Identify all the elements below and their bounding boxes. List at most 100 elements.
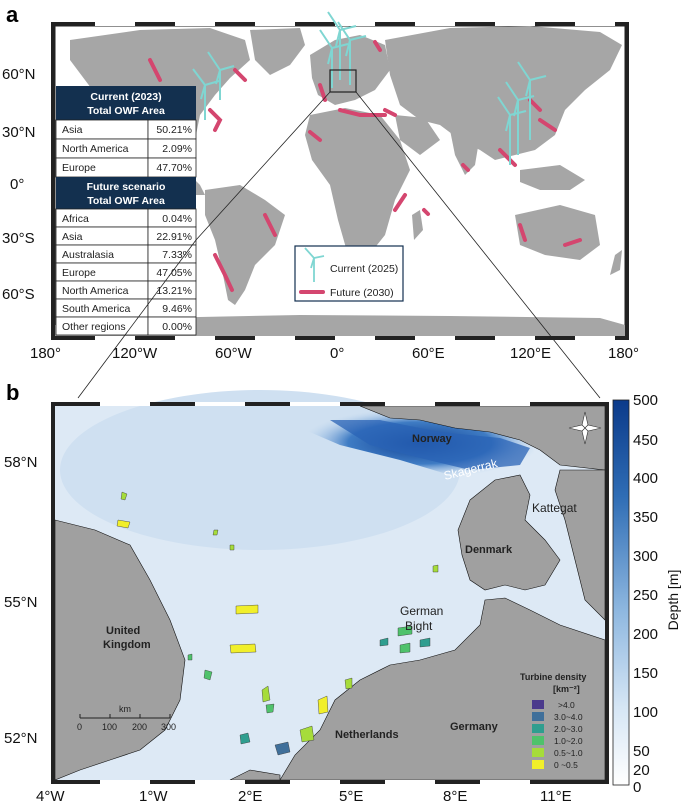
table-value: 13.21% — [156, 285, 192, 297]
lat-tick: 52°N — [4, 730, 38, 747]
map-b-frame — [51, 402, 609, 784]
density-swatch — [532, 736, 544, 745]
table-value: 47.05% — [156, 267, 192, 279]
north-arrow-icon — [568, 411, 602, 445]
legend-current-label: Current (2025) — [330, 263, 398, 275]
world-land — [55, 26, 625, 336]
current-owf-table: Current (2023) Total OWF Area Asia 50.21… — [55, 86, 197, 178]
density-label: 0.5~1.0 — [554, 748, 583, 758]
turbine-legend-icon — [304, 247, 325, 282]
table-region: Other regions — [62, 321, 126, 333]
lat-tick: 60°N — [2, 66, 36, 83]
lon-tick: 0° — [330, 345, 344, 362]
label-kattegat: Kattegat — [532, 501, 577, 515]
table-region: Asia — [62, 124, 83, 136]
future-table-title-2: Total OWF Area — [87, 195, 165, 207]
world-map — [51, 11, 629, 340]
table-region: Europe — [62, 267, 96, 279]
lat-tick: 30°S — [2, 230, 35, 247]
future-owf-areas — [148, 40, 582, 292]
colorbar-tick: 200 — [633, 626, 658, 643]
scale-bar: km 0 100 200 300 — [77, 704, 176, 732]
colorbar-tick: 150 — [633, 665, 658, 682]
table-value: 9.46% — [162, 303, 192, 315]
scalebar-tick: 300 — [161, 722, 176, 732]
lon-tick: 180° — [608, 345, 639, 362]
lon-tick: 5°E — [339, 788, 363, 805]
density-swatch — [532, 748, 544, 757]
map-b-lat-ticks: 58°N 55°N 52°N — [4, 454, 38, 747]
depth-colorbar: 500 450 400 350 300 250 200 150 100 50 2… — [612, 392, 681, 796]
colorbar-tick: 300 — [633, 548, 658, 565]
table-region: Asia — [62, 231, 83, 243]
colorbar-label: Depth [m] — [665, 570, 681, 631]
label-german-bight-1: German — [400, 604, 443, 618]
scalebar-tick: 100 — [102, 722, 117, 732]
colorbar-tick: 350 — [633, 509, 658, 526]
table-value: 7.33% — [162, 249, 192, 261]
lon-tick: 4°W — [36, 788, 65, 805]
lat-tick: 60°S — [2, 286, 35, 303]
scalebar-tick: 200 — [132, 722, 147, 732]
future-owf-table: Future scenario Total OWF Area Africa 0.… — [55, 177, 197, 336]
label-uk-1: United — [106, 625, 140, 637]
lon-tick: 60°W — [215, 345, 253, 362]
table-region: Europe — [62, 162, 96, 174]
north-sea-map: Norway Skagerrak Kattegat Denmark German… — [51, 390, 609, 784]
scalebar-unit: km — [119, 704, 131, 714]
label-german-bight-2: Bight — [405, 619, 433, 633]
lat-tick: 58°N — [4, 454, 38, 471]
density-label: 2.0~3.0 — [554, 724, 583, 734]
label-netherlands: Netherlands — [335, 729, 399, 741]
density-legend-unit: [km⁻²] — [553, 684, 580, 694]
table-value: 0.04% — [162, 213, 192, 225]
label-denmark: Denmark — [465, 544, 513, 556]
legend-future-label: Future (2030) — [330, 287, 394, 299]
current-turbines — [192, 11, 547, 165]
lon-tick: 120°W — [112, 345, 158, 362]
map-a-legend: Current (2025) Future (2030) — [294, 245, 404, 302]
lon-tick: 1°W — [139, 788, 168, 805]
colorbar-tick: 0 — [633, 779, 641, 796]
colorbar-tick: 400 — [633, 470, 658, 487]
colorbar-tick: 20 — [633, 762, 650, 779]
lon-tick: 11°E — [540, 788, 572, 805]
lon-tick: 180° — [30, 345, 61, 362]
table-region: Australasia — [62, 249, 114, 261]
density-swatch — [532, 760, 544, 769]
wind-farm-patches — [116, 491, 439, 756]
turbine-density-legend: Turbine density [km⁻²] >4.0 3.0~4.0 2.0~… — [520, 672, 586, 770]
colorbar-tick: 500 — [633, 392, 658, 409]
lon-tick: 2°E — [238, 788, 262, 805]
density-label: >4.0 — [558, 700, 575, 710]
map-a-lon-ticks: 180° 120°W 60°W 0° 60°E 120°E 180° — [30, 345, 639, 362]
density-label: 0 ~0.5 — [554, 760, 578, 770]
current-table-title-2: Total OWF Area — [87, 105, 165, 117]
colorbar-tick: 100 — [633, 704, 658, 721]
table-region: South America — [62, 303, 130, 315]
current-table-title-1: Current (2023) — [90, 91, 161, 103]
panel-b-letter: b — [6, 380, 19, 405]
lon-tick: 120°E — [510, 345, 551, 362]
future-table-title-1: Future scenario — [87, 181, 166, 193]
lat-tick: 55°N — [4, 594, 38, 611]
lat-tick: 0° — [10, 176, 24, 193]
density-swatch — [532, 724, 544, 733]
density-legend-title: Turbine density — [520, 672, 586, 682]
label-norway: Norway — [412, 433, 453, 445]
table-value: 22.91% — [156, 231, 192, 243]
map-b-lon-ticks: 4°W 1°W 2°E 5°E 8°E 11°E — [36, 788, 572, 805]
density-label: 3.0~4.0 — [554, 712, 583, 722]
zoom-box — [329, 69, 357, 93]
scalebar-tick: 0 — [77, 722, 82, 732]
table-region: North America — [62, 285, 129, 297]
label-uk-2: Kingdom — [103, 639, 151, 651]
table-region: North America — [62, 143, 129, 155]
density-swatch — [532, 700, 544, 709]
table-value: 47.70% — [156, 162, 192, 174]
density-swatch — [532, 712, 544, 721]
colorbar-tick: 250 — [633, 587, 658, 604]
table-region: Africa — [62, 213, 89, 225]
table-value: 0.00% — [162, 321, 192, 333]
